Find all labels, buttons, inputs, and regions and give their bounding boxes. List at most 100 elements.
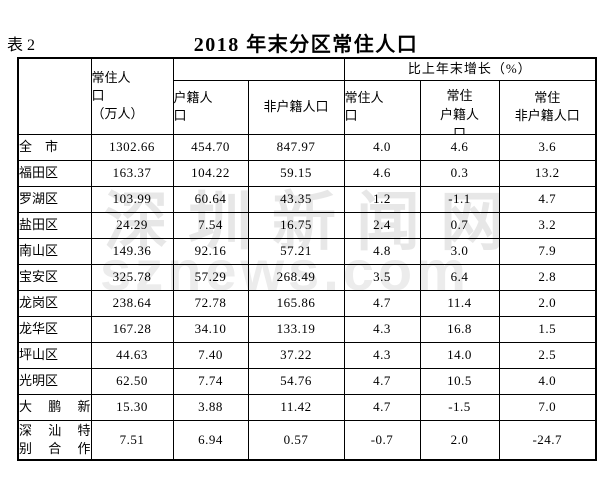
header-cell-resident-population: 常住人 口 （万人）	[90, 57, 174, 135]
cell-growth-resident: 4.0	[343, 133, 421, 161]
cell-resident-pop: 167.28	[90, 315, 174, 343]
cell-growth-resident: 4.8	[343, 237, 421, 265]
header-cell-growth-hukou: 常住 户籍人 口	[419, 79, 500, 135]
cell-district: 光明区	[17, 367, 92, 395]
cell-district: 南山区	[17, 237, 92, 265]
cell-non-hukou-pop: 37.22	[247, 341, 345, 369]
cell-growth-resident: 4.7	[343, 289, 421, 317]
cell-resident-pop: 238.64	[90, 289, 174, 317]
header-cell-growth-non-hukou: 常住 非户籍人口	[498, 79, 597, 135]
cell-district: 龙华区	[17, 315, 92, 343]
cell-hukou-pop: 104.22	[172, 159, 249, 187]
cell-resident-pop: 149.36	[90, 237, 174, 265]
cell-non-hukou-pop: 847.97	[247, 133, 345, 161]
cell-district: 福田区	[17, 159, 92, 187]
cell-growth-hukou: 6.4	[419, 263, 500, 291]
cell-resident-pop: 62.50	[90, 367, 174, 395]
cell-hukou-pop: 92.16	[172, 237, 249, 265]
cell-district: 龙岗区	[17, 289, 92, 317]
cell-resident-pop: 7.51	[90, 419, 174, 461]
cell-growth-hukou: 2.0	[419, 419, 500, 461]
cell-resident-pop: 15.30	[90, 393, 174, 421]
cell-growth-hukou: 0.3	[419, 159, 500, 187]
cell-non-hukou-pop: 268.49	[247, 263, 345, 291]
cell-growth-resident: 1.2	[343, 185, 421, 213]
cell-hukou-pop: 7.54	[172, 211, 249, 239]
header-cell-growth-hukou-text: 常住 户籍人 口	[439, 87, 479, 134]
cell-non-hukou-pop: 0.57	[247, 419, 345, 461]
cell-growth-non-hukou: 3.6	[498, 133, 597, 161]
population-table: 常住人 口 （万人） 比上年末增长（%） 户籍人 口 非户籍人口 常住人 口 常…	[17, 57, 597, 461]
table-title: 2018 年末分区常住人口	[193, 34, 419, 56]
cell-growth-resident: 2.4	[343, 211, 421, 239]
cell-non-hukou-pop: 59.15	[247, 159, 345, 187]
cell-district: 罗湖区	[17, 185, 92, 213]
cell-growth-resident: 4.7	[343, 367, 421, 395]
header-cell-absolute-group-blank	[172, 57, 345, 81]
cell-resident-pop: 1302.66	[90, 133, 174, 161]
table-row: 深 汕 特 别 合 作 7.51 6.94 0.57 -0.7 2.0 -24.…	[17, 419, 597, 461]
cell-growth-non-hukou: 1.5	[498, 315, 597, 343]
cell-growth-hukou: -1.5	[419, 393, 500, 421]
cell-growth-hukou: 4.6	[419, 133, 500, 161]
cell-hukou-pop: 454.70	[172, 133, 249, 161]
header-row-group: 常住人 口 （万人） 比上年末增长（%）	[17, 57, 597, 135]
cell-growth-non-hukou: 2.0	[498, 289, 597, 317]
cell-growth-non-hukou: 2.8	[498, 263, 597, 291]
cell-growth-resident: 3.5	[343, 263, 421, 291]
cell-growth-hukou: 0.7	[419, 211, 500, 239]
cell-growth-hukou: 11.4	[419, 289, 500, 317]
cell-resident-pop: 44.63	[90, 341, 174, 369]
cell-district: 全 市	[17, 133, 92, 161]
cell-hukou-pop: 57.29	[172, 263, 249, 291]
cell-district: 深 汕 特 别 合 作	[17, 419, 92, 461]
cell-resident-pop: 103.99	[90, 185, 174, 213]
cell-growth-hukou: 14.0	[419, 341, 500, 369]
cell-growth-resident: 4.6	[343, 159, 421, 187]
table-caption-label: 表 2	[7, 37, 36, 54]
cell-non-hukou-pop: 54.76	[247, 367, 345, 395]
table-row: 盐田区 24.29 7.54 16.75 2.4 0.7 3.2	[17, 211, 597, 239]
cell-resident-pop: 325.78	[90, 263, 174, 291]
table-row: 光明区 62.50 7.74 54.76 4.7 10.5 4.0	[17, 367, 597, 395]
cell-non-hukou-pop: 165.86	[247, 289, 345, 317]
cell-growth-resident: 4.3	[343, 315, 421, 343]
cell-growth-hukou: 10.5	[419, 367, 500, 395]
cell-non-hukou-pop: 133.19	[247, 315, 345, 343]
cell-growth-resident: 4.7	[343, 393, 421, 421]
cell-non-hukou-pop: 16.75	[247, 211, 345, 239]
cell-hukou-pop: 3.88	[172, 393, 249, 421]
cell-non-hukou-pop: 57.21	[247, 237, 345, 265]
header-cell-non-hukou: 非户籍人口	[247, 79, 345, 135]
header-cell-hukou: 户籍人 口	[172, 79, 249, 135]
cell-resident-pop: 24.29	[90, 211, 174, 239]
cell-hukou-pop: 72.78	[172, 289, 249, 317]
cell-growth-non-hukou: 4.7	[498, 185, 597, 213]
cell-non-hukou-pop: 11.42	[247, 393, 345, 421]
cell-resident-pop: 163.37	[90, 159, 174, 187]
header-cell-growth-resident: 常住人 口	[343, 79, 421, 135]
header-cell-growth-group: 比上年末增长（%）	[343, 57, 597, 81]
cell-growth-non-hukou: -24.7	[498, 419, 597, 461]
header-cell-district-blank	[17, 57, 92, 135]
cell-district: 盐田区	[17, 211, 92, 239]
cell-growth-resident: -0.7	[343, 419, 421, 461]
table-row: 龙华区 167.28 34.10 133.19 4.3 16.8 1.5	[17, 315, 597, 343]
table-row: 宝安区 325.78 57.29 268.49 3.5 6.4 2.8	[17, 263, 597, 291]
cell-district: 大 鹏 新	[17, 393, 92, 421]
cell-growth-hukou: -1.1	[419, 185, 500, 213]
cell-hukou-pop: 60.64	[172, 185, 249, 213]
table-row: 罗湖区 103.99 60.64 43.35 1.2 -1.1 4.7	[17, 185, 597, 213]
table-row: 南山区 149.36 92.16 57.21 4.8 3.0 7.9	[17, 237, 597, 265]
cell-growth-non-hukou: 7.0	[498, 393, 597, 421]
cell-hukou-pop: 6.94	[172, 419, 249, 461]
table-row: 龙岗区 238.64 72.78 165.86 4.7 11.4 2.0	[17, 289, 597, 317]
cell-hukou-pop: 34.10	[172, 315, 249, 343]
cell-district: 坪山区	[17, 341, 92, 369]
cell-growth-non-hukou: 13.2	[498, 159, 597, 187]
cell-growth-hukou: 16.8	[419, 315, 500, 343]
cell-growth-non-hukou: 7.9	[498, 237, 597, 265]
table-row: 福田区 163.37 104.22 59.15 4.6 0.3 13.2	[17, 159, 597, 187]
table-row: 全 市 1302.66 454.70 847.97 4.0 4.6 3.6	[17, 133, 597, 161]
